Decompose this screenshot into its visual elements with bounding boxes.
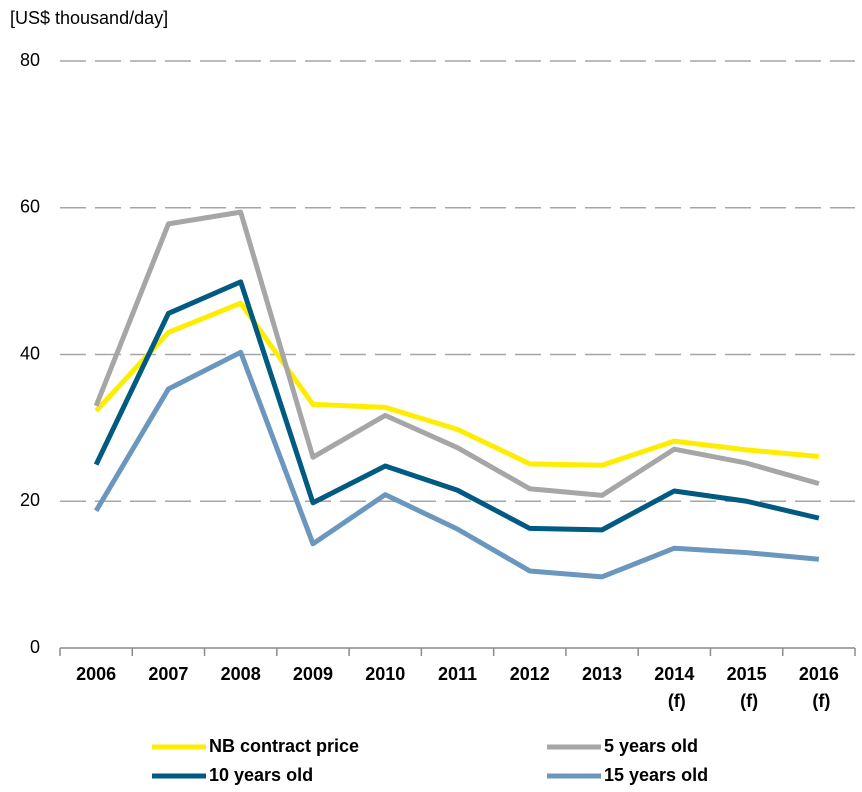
x-tick-label: 2012 (510, 664, 550, 684)
series-line (93, 349, 820, 580)
x-tick-label: 2013 (582, 664, 622, 684)
series-line (94, 300, 820, 468)
y-tick-label: 40 (20, 343, 40, 363)
y-tick-label: 60 (20, 197, 40, 217)
y-axis-label: [US$ thousand/day] (10, 8, 168, 28)
x-tick-label: 2014 (f) (654, 664, 694, 711)
y-tick-label: 0 (30, 637, 40, 657)
y-tick-label: 20 (20, 490, 40, 510)
legend-label: 5 years old (604, 736, 698, 756)
x-tick-label: 2010 (365, 664, 405, 684)
legend-label: NB contract price (209, 736, 359, 756)
legend-label: 15 years old (604, 765, 708, 785)
x-tick-label: 2011 (438, 664, 477, 684)
series-line (93, 209, 820, 498)
x-tick-label: 2009 (293, 664, 333, 684)
x-tick-label: 2007 (148, 664, 188, 684)
x-tick-label: 2015 (f) (727, 664, 767, 711)
legend-label: 10 years old (209, 765, 313, 785)
series-line (93, 279, 820, 533)
x-tick-label: 2006 (76, 664, 116, 684)
x-tick-label: 2016 (f) (799, 664, 839, 711)
x-tick-label: 2008 (221, 664, 261, 684)
y-tick-label: 80 (20, 50, 40, 70)
